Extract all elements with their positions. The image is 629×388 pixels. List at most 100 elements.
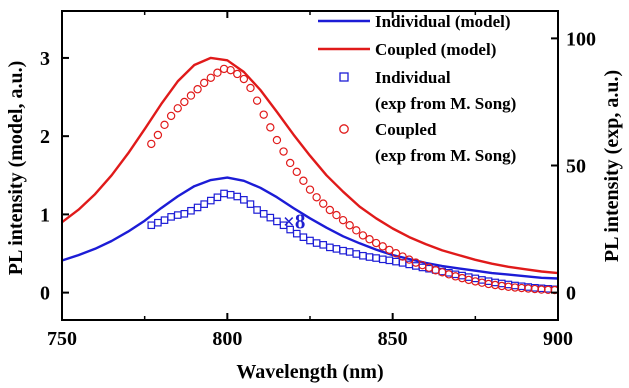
data-point-individual — [173, 211, 182, 219]
data-point-coupled — [285, 158, 295, 168]
data-point-individual — [392, 257, 400, 266]
data-point-coupled — [213, 68, 222, 77]
data-point-coupled — [292, 167, 301, 177]
series-line-0 — [62, 176, 558, 280]
data-point-coupled — [226, 65, 235, 75]
data-point-individual — [372, 254, 380, 262]
legend-item-2: Individual (exp from M. Song) — [339, 68, 516, 113]
data-point-individual — [226, 190, 235, 199]
data-point-coupled — [186, 91, 196, 100]
data-point-individual — [345, 248, 354, 256]
legend-label: Coupled (model) — [375, 40, 496, 59]
data-point-coupled — [385, 245, 394, 255]
data-point-individual — [160, 216, 169, 224]
data-point-individual — [273, 217, 281, 226]
legend-swatch — [339, 72, 349, 82]
data-point-individual — [286, 225, 294, 234]
data-point-individual — [352, 250, 361, 258]
x-tick-label: 900 — [543, 328, 573, 350]
legend-swatch — [339, 124, 349, 134]
data-point-coupled — [259, 110, 268, 119]
data-point-individual — [246, 200, 255, 208]
data-point-individual — [312, 239, 321, 247]
series-line-1 — [62, 56, 558, 275]
data-point-coupled — [338, 215, 348, 225]
data-point-individual — [253, 206, 261, 214]
data-point-individual — [187, 206, 195, 215]
x-axis-title: Wavelength (nm) — [236, 361, 383, 383]
y-left-tick-label: 3 — [40, 48, 50, 70]
data-point-coupled — [378, 242, 387, 251]
data-point-individual — [306, 236, 314, 245]
legend-label-line2: (exp from M. Song) — [375, 146, 516, 165]
data-point-individual — [326, 243, 334, 252]
data-point-coupled — [147, 139, 156, 149]
data-point-coupled — [252, 96, 262, 105]
data-point-coupled — [199, 78, 209, 88]
data-point-coupled — [173, 104, 182, 113]
data-point-individual — [365, 253, 374, 261]
legend-label-line2: (exp from M. Song) — [375, 94, 516, 113]
y-right-tick-label: 100 — [566, 28, 596, 50]
data-point-coupled — [312, 193, 321, 202]
data-point-coupled — [299, 176, 308, 185]
data-point-coupled — [233, 69, 242, 79]
data-point-coupled — [180, 97, 189, 107]
data-point-individual — [319, 241, 328, 249]
data-point-coupled — [391, 249, 401, 258]
data-point-individual — [378, 255, 387, 264]
data-point-coupled — [219, 64, 229, 74]
data-point-individual — [299, 233, 308, 241]
data-point-coupled — [153, 130, 163, 140]
data-point-individual — [193, 203, 202, 212]
data-point-coupled — [490, 280, 500, 290]
data-point-individual — [233, 192, 242, 201]
data-point-coupled — [246, 83, 255, 93]
data-point-individual — [220, 189, 228, 198]
y-left-tick-label: 0 — [40, 283, 50, 305]
data-point-individual — [359, 251, 367, 260]
data-point-coupled — [193, 85, 202, 94]
data-point-individual — [279, 221, 288, 230]
data-point-individual — [180, 210, 189, 218]
data-point-individual — [147, 221, 156, 230]
x-tick-label: 850 — [378, 328, 408, 350]
data-point-individual — [339, 246, 347, 255]
data-point-coupled — [398, 252, 407, 261]
y-left-tick-label: 2 — [40, 126, 50, 148]
legend-label: Coupled — [375, 120, 437, 139]
x-tick-label: 750 — [47, 328, 77, 350]
data-point-individual — [266, 213, 275, 222]
y-axis-title-left: PL intensity (model, a.u.) — [5, 61, 27, 275]
data-point-coupled — [166, 111, 176, 121]
data-point-coupled — [345, 221, 354, 230]
data-point-individual — [167, 213, 175, 221]
data-point-individual — [240, 196, 248, 204]
y-left-tick-label: 1 — [40, 204, 50, 226]
data-point-individual — [200, 200, 208, 208]
data-point-individual — [207, 196, 215, 205]
annotation-x8: ×8 — [283, 210, 305, 234]
legend-item-3: Coupled (exp from M. Song) — [339, 120, 516, 165]
data-point-individual — [332, 245, 341, 253]
data-point-coupled — [279, 147, 288, 156]
data-point-coupled — [206, 73, 215, 82]
data-point-individual — [259, 210, 268, 218]
data-point-coupled — [371, 238, 381, 248]
data-point-coupled — [365, 235, 374, 244]
data-point-individual — [385, 256, 394, 265]
y-right-tick-label: 0 — [566, 283, 576, 305]
data-point-coupled — [358, 231, 368, 240]
data-point-coupled — [305, 185, 315, 194]
data-point-coupled — [352, 226, 361, 235]
legend-label: Individual (model) — [375, 12, 511, 31]
y-right-tick-label: 50 — [566, 156, 586, 178]
data-point-individual — [213, 193, 222, 202]
data-point-coupled — [266, 123, 275, 132]
data-point-coupled — [319, 199, 328, 208]
x-tick-label: 800 — [212, 328, 242, 350]
data-point-coupled — [325, 205, 335, 215]
data-point-coupled — [160, 120, 169, 130]
legend-item-0: Individual (model) — [318, 12, 511, 31]
